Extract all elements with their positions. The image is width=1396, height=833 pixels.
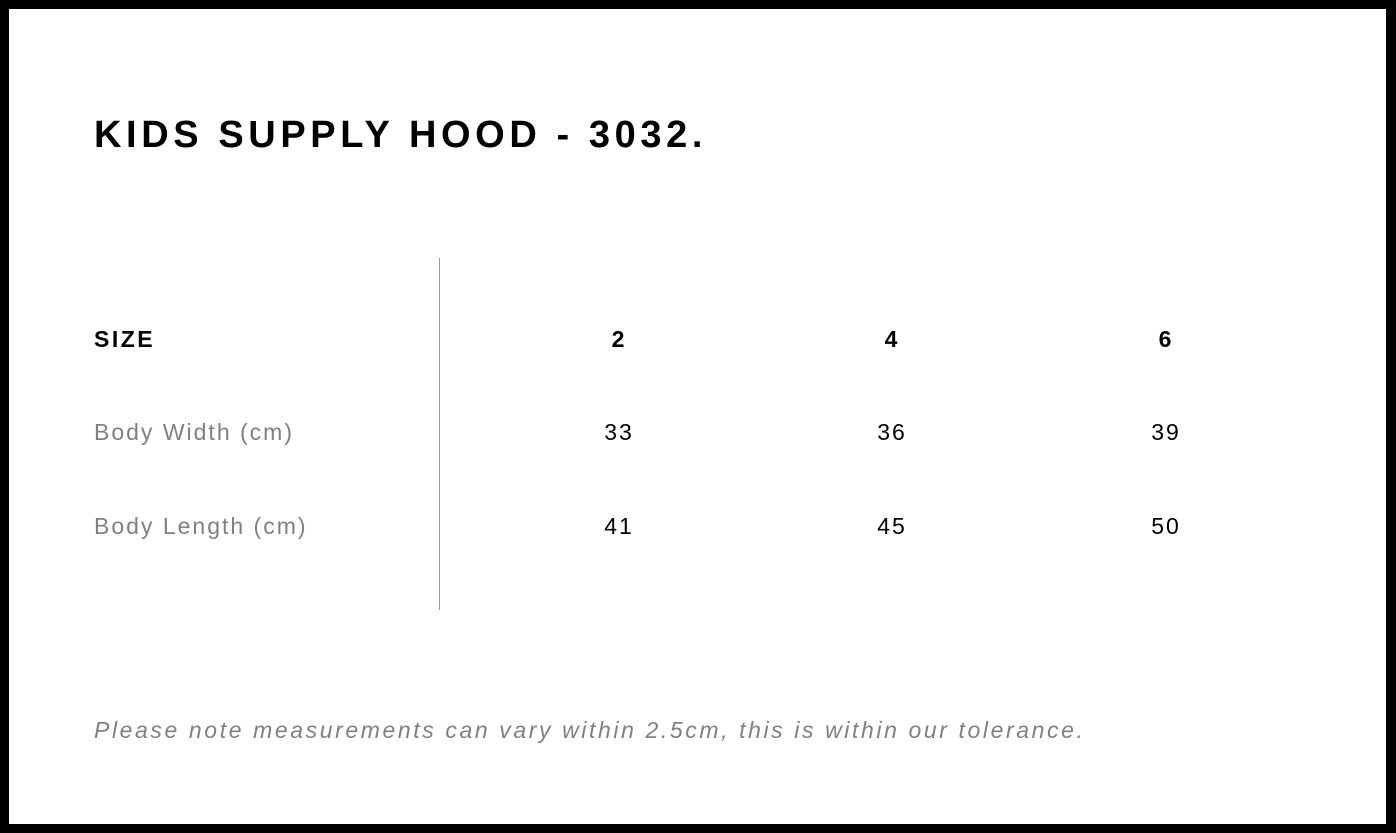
page-title: KIDS SUPPLY HOOD - 3032. [94,114,708,156]
column-divider [439,258,440,610]
table-cell: 39 [1151,419,1181,445]
size-header-cell: 6 [1158,326,1174,352]
table-cell: 50 [1151,513,1181,539]
row-label: Body Width (cm) [94,419,294,445]
table-cell: 36 [877,419,907,445]
size-header-cell: 2 [611,326,627,352]
table-cell: 41 [604,513,634,539]
table-cell: 45 [877,513,907,539]
size-header-cell: 4 [884,326,900,352]
size-chart-card: KIDS SUPPLY HOOD - 3032. SIZE 2 4 6 Body… [9,9,1386,824]
size-header-label: SIZE [94,326,156,352]
table-cell: 33 [604,419,634,445]
row-label: Body Length (cm) [94,513,308,539]
tolerance-note: Please note measurements can vary within… [94,717,1086,743]
